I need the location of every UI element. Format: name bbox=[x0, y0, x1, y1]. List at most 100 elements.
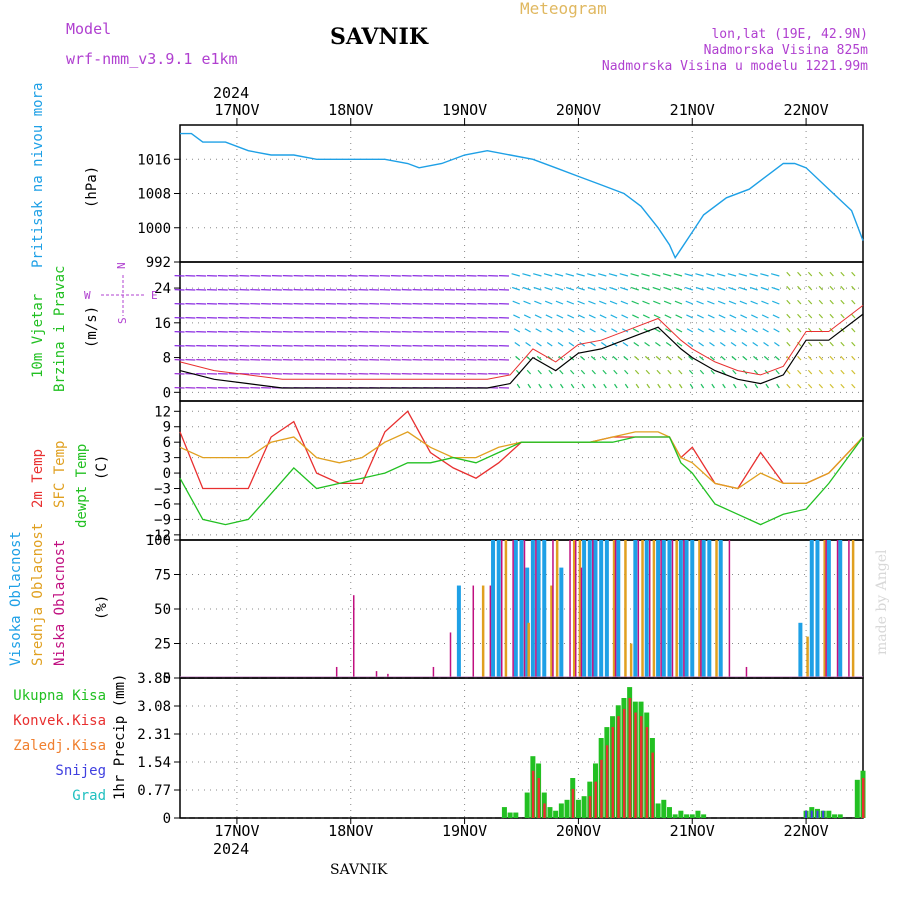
wind-barb bbox=[707, 314, 715, 319]
wind-barb bbox=[592, 383, 596, 389]
wind-barb bbox=[620, 300, 629, 305]
wind-barb bbox=[709, 355, 715, 361]
wind-barb bbox=[590, 355, 596, 361]
wind-barb bbox=[603, 383, 607, 389]
wind-barb bbox=[513, 328, 521, 333]
wind-barb bbox=[727, 273, 737, 277]
x-bottom-label: 19NOV bbox=[442, 822, 487, 840]
wind-barb bbox=[624, 369, 629, 375]
pressure-title: Pritisak na nivou mora bbox=[30, 83, 46, 268]
wind-barb bbox=[556, 314, 564, 319]
wind-barb bbox=[786, 383, 791, 389]
cloud-bar bbox=[550, 585, 553, 678]
temp-tick-label: −6 bbox=[154, 497, 171, 513]
wind-barb bbox=[771, 286, 780, 291]
precip-total-bar bbox=[558, 803, 564, 818]
legend-conv: Konvek.Kisa bbox=[13, 713, 106, 729]
x-axis-top: 17NOV 18NOV 19NOV 20NOV 21NOV 22NOV bbox=[214, 101, 829, 125]
wind-barb bbox=[570, 383, 575, 389]
pressure-line bbox=[180, 132, 864, 260]
precip-total-bar bbox=[837, 814, 843, 818]
wind-barb bbox=[732, 383, 737, 389]
wind-barb bbox=[578, 328, 585, 333]
cloud-mid-title: Srednja Oblacnost bbox=[30, 523, 46, 666]
cloud-bar bbox=[578, 540, 582, 678]
wind-barb bbox=[580, 355, 586, 361]
wind-barb bbox=[622, 342, 629, 347]
wind-barb bbox=[533, 273, 542, 277]
cloud-tick-label: 25 bbox=[154, 637, 171, 653]
wind-barb bbox=[549, 383, 553, 389]
cloud-bar bbox=[700, 540, 702, 678]
cloud-tick-label: 50 bbox=[154, 602, 171, 618]
model-name: wrf-nmm_v3.9.1 e1km bbox=[66, 50, 238, 68]
wind-barb bbox=[568, 342, 575, 347]
wind-barb bbox=[642, 300, 650, 305]
wind-barb bbox=[786, 299, 791, 305]
precip-total-bar bbox=[695, 810, 701, 818]
wind-barb bbox=[739, 300, 748, 305]
wind-barb bbox=[797, 299, 802, 305]
wind-barb bbox=[688, 355, 694, 361]
wind-barb bbox=[633, 342, 640, 347]
station-title: SAVNIK bbox=[330, 24, 429, 50]
wind-barb bbox=[840, 299, 845, 305]
wind-barb bbox=[749, 273, 758, 277]
wind-barb bbox=[686, 314, 694, 319]
wind-barb bbox=[534, 314, 542, 319]
footer-station: SAVNIK bbox=[330, 862, 388, 878]
legend-hail: Grad bbox=[72, 788, 106, 804]
wind-barb bbox=[807, 271, 813, 277]
wind-barb bbox=[706, 273, 715, 277]
cloud-bar bbox=[809, 540, 814, 678]
wind-barb bbox=[543, 273, 553, 277]
precip-conv-bar bbox=[862, 778, 865, 818]
cloud-bar bbox=[519, 540, 524, 678]
wind-barb bbox=[512, 300, 521, 305]
wind-barb bbox=[663, 286, 672, 291]
wind-barb bbox=[632, 314, 640, 319]
wind-barb bbox=[526, 369, 532, 375]
direction-n: N bbox=[115, 262, 128, 269]
precip-conv-bar bbox=[605, 745, 609, 818]
cloud-bar bbox=[512, 540, 514, 678]
wind-barb bbox=[807, 355, 813, 361]
wind-barb bbox=[644, 342, 650, 347]
precip-total-bar bbox=[581, 796, 587, 818]
wind-barb bbox=[536, 342, 542, 347]
wind-barb bbox=[674, 300, 683, 305]
precip-total-bar bbox=[513, 812, 519, 818]
cloud-bar bbox=[449, 632, 452, 678]
wind-barb bbox=[851, 285, 856, 291]
wind-barb bbox=[621, 314, 629, 319]
cloud-bar bbox=[825, 540, 827, 678]
wind-barb bbox=[829, 285, 834, 291]
precip-conv-bar bbox=[571, 788, 575, 818]
wind-barb bbox=[580, 369, 586, 375]
pressure-tick-label: 992 bbox=[146, 255, 171, 271]
wind-barb bbox=[840, 285, 845, 291]
wind-barb bbox=[621, 328, 629, 333]
cloud-bar bbox=[644, 540, 649, 678]
cloud-bar bbox=[559, 567, 564, 678]
wind-barb bbox=[829, 313, 834, 319]
wind-barb bbox=[729, 314, 737, 319]
pressure-label: Pritisak na nivou mora (hPa) bbox=[30, 83, 100, 268]
wind-barb bbox=[761, 314, 769, 319]
wind-barb bbox=[533, 286, 542, 291]
cloud-bar bbox=[513, 540, 518, 678]
wind-barb bbox=[739, 286, 748, 291]
wind-barb bbox=[525, 355, 531, 361]
wind-barb bbox=[807, 341, 813, 347]
cloud-bar bbox=[637, 540, 640, 678]
precip-tick-label: 0 bbox=[163, 811, 171, 827]
wind-barb bbox=[685, 300, 694, 305]
cloud-bar bbox=[593, 540, 598, 678]
cloud-bar bbox=[555, 540, 559, 678]
cloud-bar bbox=[718, 540, 723, 678]
precip-conv-bar bbox=[588, 796, 592, 818]
wind-barb bbox=[710, 369, 715, 375]
wind-barb bbox=[665, 342, 672, 347]
wind-barb bbox=[732, 369, 737, 375]
wind-barb bbox=[598, 286, 607, 291]
